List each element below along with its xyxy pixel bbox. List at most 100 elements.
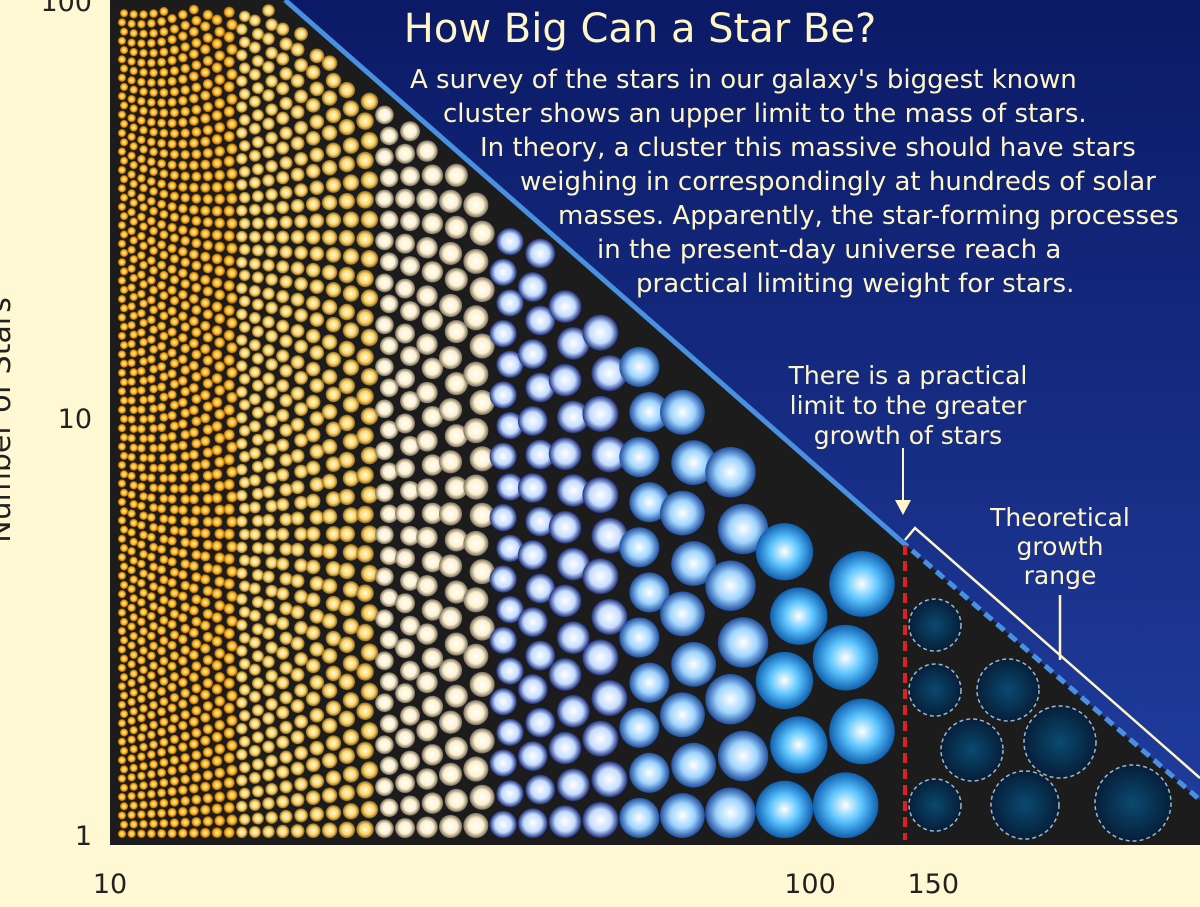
star xyxy=(178,548,188,558)
star xyxy=(149,345,158,354)
star xyxy=(444,684,468,708)
star xyxy=(157,727,167,737)
star xyxy=(463,643,489,669)
star xyxy=(169,692,180,703)
star xyxy=(309,773,325,789)
star xyxy=(159,169,169,179)
star xyxy=(200,44,211,55)
star xyxy=(147,78,156,88)
star xyxy=(375,525,394,545)
star xyxy=(321,717,338,734)
star xyxy=(582,558,619,595)
star xyxy=(178,763,188,774)
star xyxy=(438,658,463,682)
star xyxy=(279,334,293,348)
star xyxy=(169,442,180,452)
star xyxy=(548,805,582,838)
star xyxy=(251,406,264,419)
star xyxy=(139,145,148,154)
star xyxy=(416,188,438,211)
star xyxy=(119,119,129,128)
star xyxy=(290,574,305,588)
star xyxy=(167,76,177,86)
star xyxy=(265,613,278,626)
star xyxy=(305,592,321,608)
star xyxy=(127,151,136,160)
star xyxy=(360,800,379,819)
star xyxy=(117,387,127,396)
star xyxy=(421,792,444,814)
star xyxy=(119,138,129,147)
star xyxy=(139,48,148,58)
star xyxy=(139,10,148,19)
star xyxy=(127,829,136,838)
star xyxy=(214,624,226,635)
star xyxy=(236,101,248,113)
star xyxy=(236,826,248,838)
star xyxy=(226,93,238,105)
star xyxy=(325,491,342,507)
star xyxy=(129,537,138,547)
star xyxy=(188,249,199,260)
star xyxy=(167,578,177,588)
star xyxy=(127,358,136,368)
star xyxy=(127,735,136,744)
star xyxy=(375,315,394,335)
star xyxy=(223,727,235,739)
star xyxy=(342,507,360,524)
star xyxy=(211,612,223,623)
star xyxy=(188,627,199,638)
star xyxy=(321,369,338,385)
star xyxy=(236,49,248,61)
star xyxy=(127,565,136,575)
star xyxy=(248,555,261,568)
star xyxy=(294,152,309,166)
star xyxy=(290,667,305,682)
star xyxy=(149,305,158,315)
star xyxy=(180,408,191,418)
star xyxy=(119,820,129,829)
star xyxy=(169,504,180,515)
star xyxy=(671,541,717,586)
star xyxy=(129,726,138,735)
theoretical-star xyxy=(1023,705,1097,779)
star xyxy=(178,376,188,386)
star xyxy=(139,395,148,405)
star xyxy=(159,453,169,463)
star xyxy=(200,412,211,424)
star xyxy=(202,32,213,43)
star xyxy=(379,126,399,146)
star xyxy=(421,309,444,331)
star xyxy=(248,230,261,243)
star xyxy=(127,377,136,386)
theoretical-star xyxy=(940,718,1004,782)
star xyxy=(157,768,167,778)
star xyxy=(421,212,444,235)
star xyxy=(149,740,158,750)
star xyxy=(159,737,169,747)
star xyxy=(309,114,325,130)
star xyxy=(338,747,356,765)
star xyxy=(191,483,202,494)
star xyxy=(395,323,416,344)
star xyxy=(200,712,211,723)
star xyxy=(360,446,379,465)
star xyxy=(117,313,127,322)
star xyxy=(180,645,191,655)
star xyxy=(127,434,136,443)
star xyxy=(305,757,321,773)
star xyxy=(375,693,394,713)
star xyxy=(137,713,146,723)
star xyxy=(117,331,127,341)
star xyxy=(117,73,127,82)
star xyxy=(236,23,248,36)
star xyxy=(139,588,148,598)
x-tick-label: 10 xyxy=(93,869,127,900)
star xyxy=(129,763,138,773)
star xyxy=(525,774,556,805)
star xyxy=(226,193,238,205)
star xyxy=(147,532,156,542)
star xyxy=(619,527,660,568)
star xyxy=(117,682,127,691)
y-axis-label: Number of Stars xyxy=(0,297,18,543)
